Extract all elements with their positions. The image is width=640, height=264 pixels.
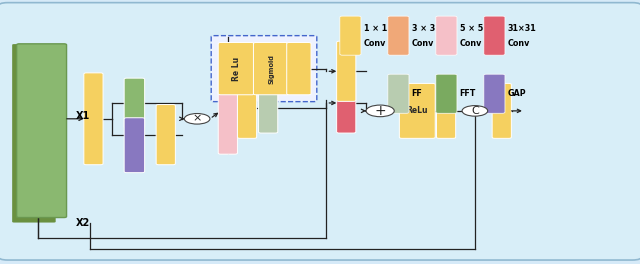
FancyBboxPatch shape [436,16,457,55]
FancyBboxPatch shape [218,68,237,154]
FancyBboxPatch shape [84,73,103,165]
Text: X1: X1 [76,111,90,121]
FancyBboxPatch shape [436,83,456,138]
FancyBboxPatch shape [337,73,356,133]
FancyBboxPatch shape [211,36,317,102]
Text: 1 × 1: 1 × 1 [364,24,387,33]
Text: FF: FF [412,89,422,98]
FancyBboxPatch shape [436,74,457,113]
FancyBboxPatch shape [287,43,311,95]
FancyBboxPatch shape [259,83,278,133]
Text: Conv: Conv [508,39,530,48]
FancyBboxPatch shape [337,41,356,101]
FancyBboxPatch shape [124,118,145,173]
Text: Sigmoid: Sigmoid [268,54,275,84]
Circle shape [462,106,488,116]
FancyBboxPatch shape [156,105,175,165]
FancyBboxPatch shape [237,78,257,138]
Circle shape [366,105,394,117]
FancyBboxPatch shape [388,16,409,55]
Text: X2: X2 [76,218,90,228]
FancyBboxPatch shape [12,44,56,223]
Circle shape [184,114,210,124]
FancyBboxPatch shape [0,3,640,260]
Text: +: + [374,104,386,118]
Text: GAP: GAP [508,89,526,98]
FancyBboxPatch shape [124,78,145,128]
FancyBboxPatch shape [492,83,511,138]
FancyBboxPatch shape [484,74,505,113]
Text: ×: × [193,114,202,124]
Text: Conv: Conv [412,39,434,48]
FancyBboxPatch shape [388,74,409,113]
FancyBboxPatch shape [399,83,435,138]
Text: FFT: FFT [460,89,476,98]
FancyBboxPatch shape [484,16,505,55]
Text: C: C [471,106,479,116]
Text: Re Lu: Re Lu [232,56,241,81]
FancyBboxPatch shape [253,43,289,95]
Text: 3 × 3: 3 × 3 [412,24,435,33]
FancyBboxPatch shape [17,44,67,218]
FancyBboxPatch shape [340,16,361,55]
Text: Conv: Conv [364,39,386,48]
Text: 31×31: 31×31 [508,24,536,33]
Text: Conv: Conv [460,39,482,48]
Text: ReLu: ReLu [406,106,428,115]
Text: 5 × 5: 5 × 5 [460,24,483,33]
FancyBboxPatch shape [218,43,254,95]
